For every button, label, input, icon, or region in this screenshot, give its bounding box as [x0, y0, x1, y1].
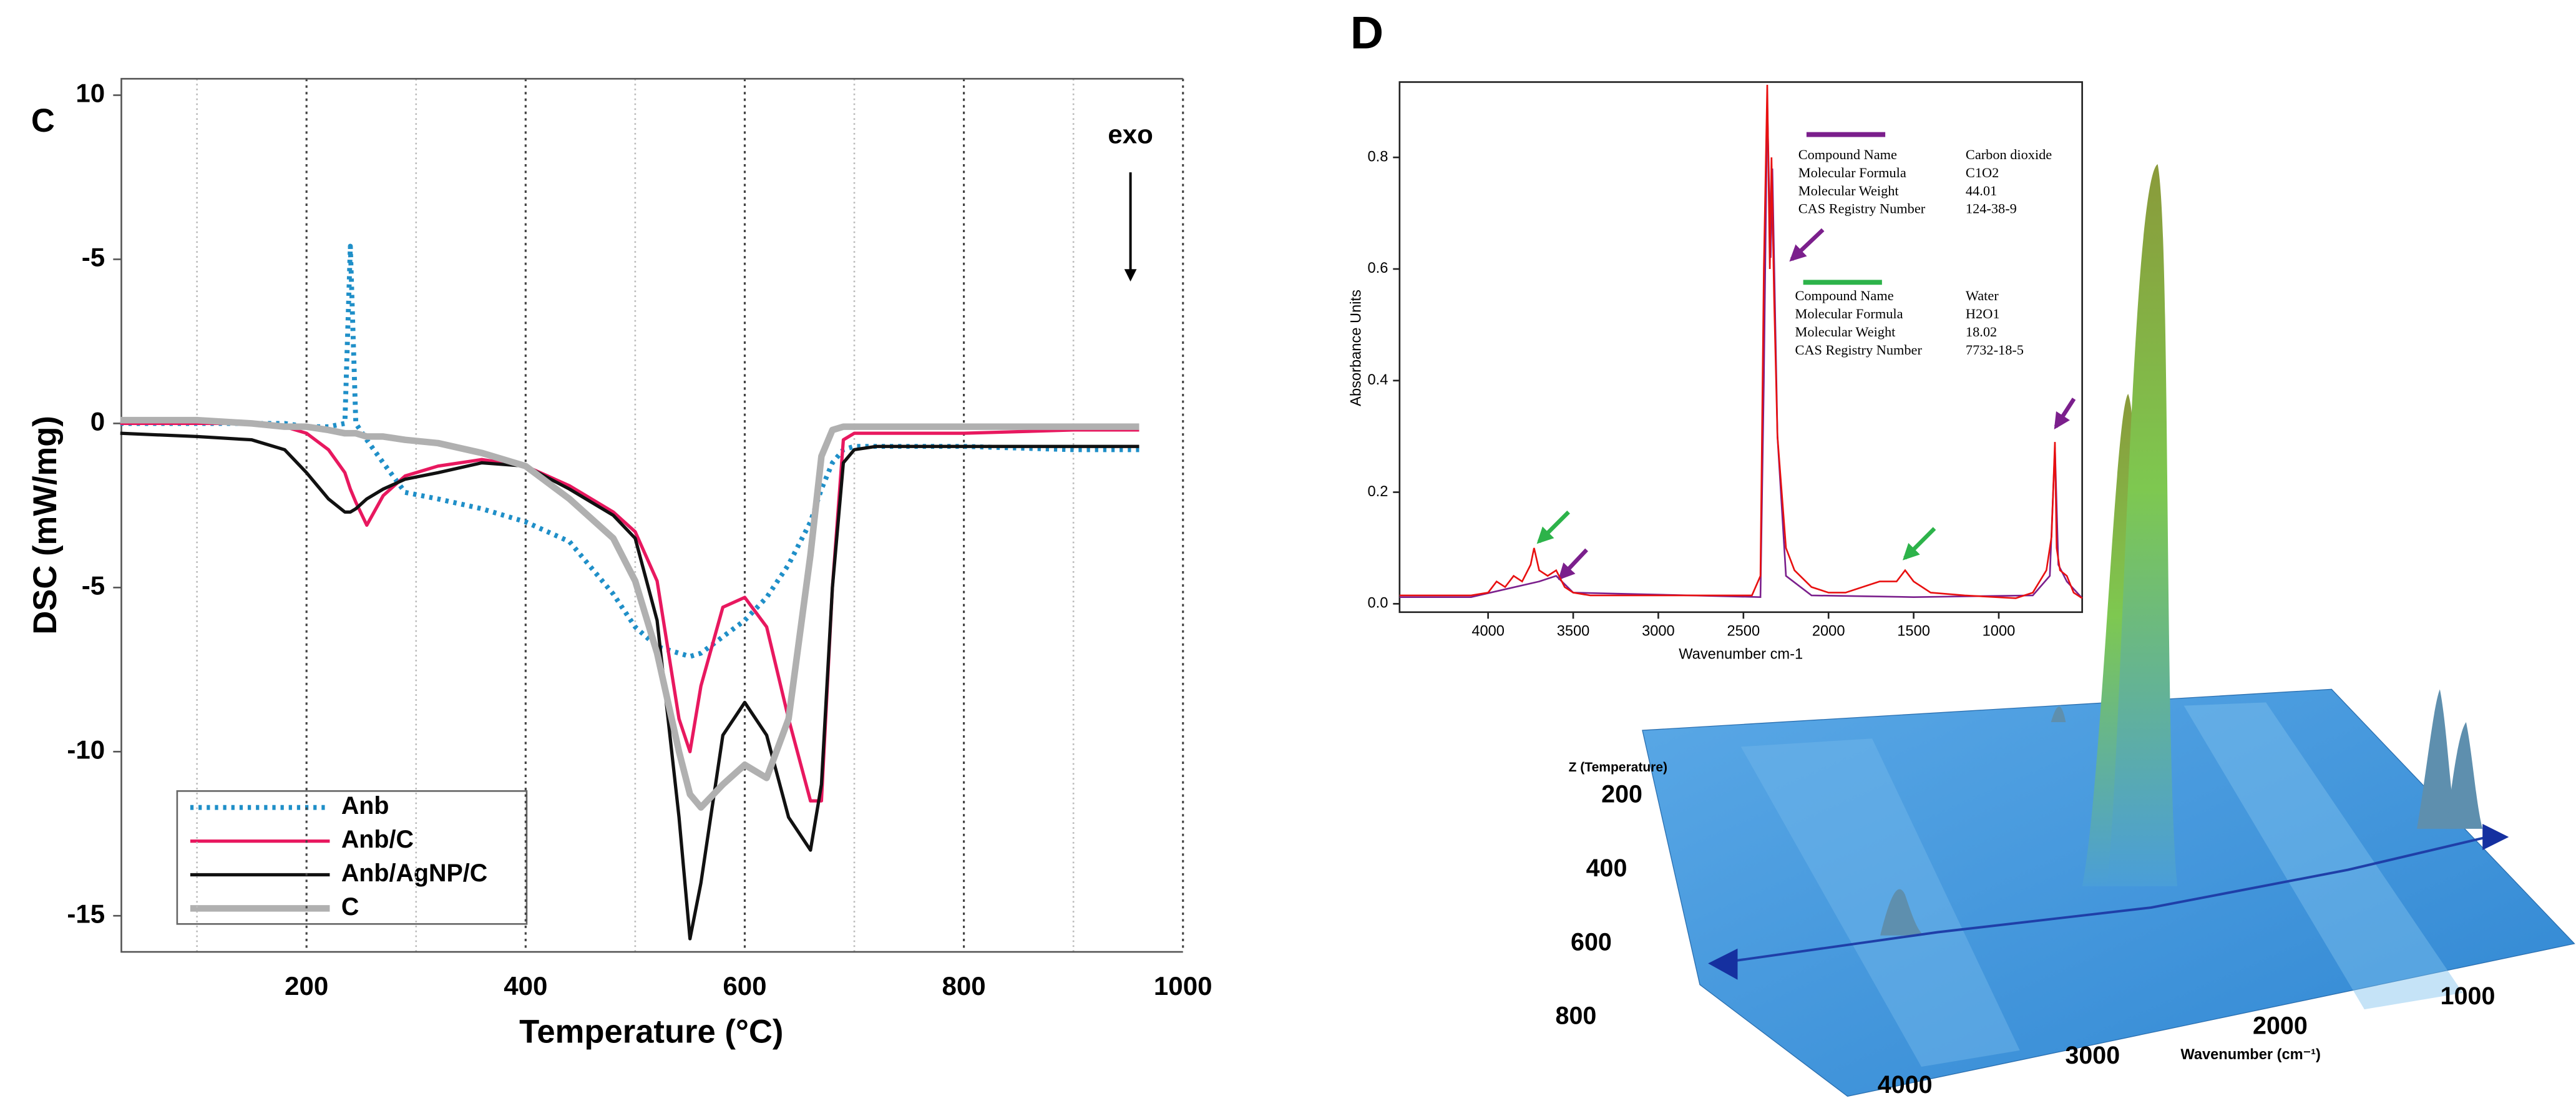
- z-axis-label: Z (Temperature): [1569, 760, 1667, 775]
- axis-frame: [120, 77, 1183, 953]
- y-tick-label: 0.8: [1368, 149, 1388, 165]
- y-tick-label: -10: [67, 735, 105, 764]
- surface-x-tick-label: 4000: [1878, 1071, 1933, 1099]
- x-tick-label: 1000: [1154, 971, 1212, 1001]
- z-tick-label: 200: [1601, 781, 1642, 808]
- data-line: [120, 243, 1139, 659]
- compound-value: C1O2: [1966, 165, 1999, 180]
- x-tick-label: 2500: [1727, 624, 1760, 640]
- legend-label: Anb/C: [341, 826, 414, 853]
- legend-label: Anb/AgNP/C: [341, 859, 487, 887]
- y-tick-label: 0.4: [1368, 372, 1388, 388]
- x-tick-label: 4000: [1471, 624, 1505, 640]
- surface-x-tick-label: 1000: [2441, 982, 2496, 1010]
- compound-field: Molecular Formula: [1798, 165, 1906, 180]
- compound-value: 124-38-9: [1966, 201, 2017, 217]
- data-line: [120, 431, 1139, 941]
- data-line: [120, 421, 1139, 803]
- compound-value: Water: [1966, 288, 1999, 303]
- compound-field: Compound Name: [1798, 147, 1897, 162]
- compound-field: Compound Name: [1795, 288, 1893, 303]
- surface-x-tick-label: 3000: [2065, 1042, 2120, 1069]
- y-axis-label: DSC (mW/mg): [27, 416, 64, 635]
- x-tick-label: 3500: [1557, 624, 1590, 640]
- spectrum-line: [1399, 84, 2083, 599]
- z-tick-label: 600: [1571, 928, 1612, 956]
- x-tick-label: 3000: [1642, 624, 1675, 640]
- x-tick-label: 800: [942, 971, 985, 1001]
- surface-x-label: Wavenumber (cm⁻¹): [2180, 1047, 2321, 1063]
- y-tick-label: 0.2: [1368, 484, 1388, 500]
- compound-value: Carbon dioxide: [1966, 147, 2052, 162]
- y-tick-label: -5: [82, 243, 105, 272]
- compound-value: 18.02: [1966, 324, 1997, 340]
- x-tick-label: 1500: [1897, 624, 1930, 640]
- z-tick-label: 400: [1586, 854, 1627, 882]
- compound-value: H2O1: [1966, 306, 2000, 321]
- compound-field: Molecular Formula: [1795, 306, 1903, 321]
- data-line: [120, 416, 1139, 811]
- compound-field: Molecular Weight: [1798, 183, 1900, 198]
- legend-label: C: [341, 893, 359, 921]
- panel-label: C: [31, 102, 55, 139]
- y-tick-label: 0.0: [1368, 595, 1388, 612]
- z-tick-label: 800: [1556, 1002, 1597, 1030]
- x-tick-label: 400: [504, 971, 547, 1001]
- y-tick-label: 10: [76, 79, 105, 108]
- x-tick-label: 600: [723, 971, 766, 1001]
- panel-label: D: [1350, 6, 1383, 58]
- y-tick-label: 0: [90, 406, 105, 436]
- arrows: [1536, 228, 2076, 580]
- y-axis-label: Absorbance Units: [1349, 290, 1365, 406]
- legend-label: Anb: [341, 792, 389, 820]
- x-tick-label: 2000: [1812, 624, 1845, 640]
- y-tick-label: -15: [67, 899, 105, 928]
- surface-x-tick-label: 2000: [2253, 1012, 2308, 1039]
- x-axis-label: Wavenumber cm-1: [1679, 646, 1803, 662]
- compound-value: 7732-18-5: [1966, 342, 2024, 358]
- compound-field: CAS Registry Number: [1795, 342, 1922, 358]
- x-tick-label: 1000: [1983, 624, 2016, 640]
- compound-field: CAS Registry Number: [1798, 201, 1926, 217]
- y-tick-label: -5: [82, 570, 105, 600]
- inset-frame: [1398, 81, 2083, 614]
- legend: Anb Anb/C Anb/AgNP/C C: [176, 790, 528, 925]
- x-tick-label: 200: [285, 971, 328, 1001]
- x-axis-label: Temperature (°C): [519, 1013, 783, 1050]
- compound-value: 44.01: [1966, 183, 1997, 198]
- compound-field: Molecular Weight: [1795, 324, 1896, 340]
- surface-3d: [1642, 164, 2575, 1097]
- annotation: exo: [1108, 119, 1153, 149]
- y-tick-label: 0.6: [1368, 260, 1388, 277]
